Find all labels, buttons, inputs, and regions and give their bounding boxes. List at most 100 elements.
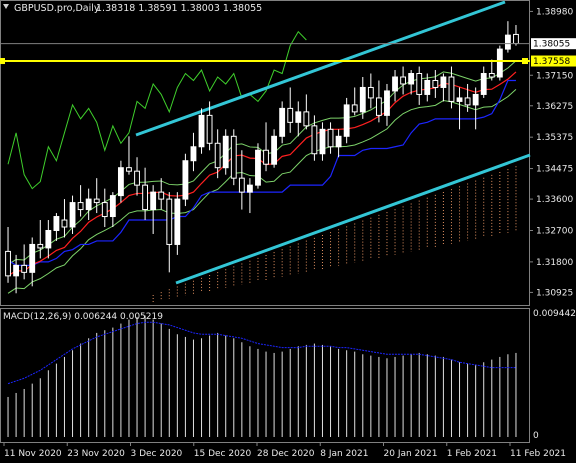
- macd-label: MACD(12,26,9) 0.006244 0.005219: [3, 312, 163, 322]
- bull-candle: [255, 149, 261, 186]
- bull-candle: [480, 73, 487, 95]
- bear-candle: [93, 198, 100, 204]
- time-tick-label: 15 Dec 2020: [194, 449, 252, 459]
- bear-candle: [263, 149, 269, 165]
- bull-candle: [85, 198, 92, 211]
- time-tick-label: 20 Jan 2021: [384, 449, 438, 459]
- time-tick-label: 3 Dec 2020: [131, 449, 183, 459]
- bull-candle: [190, 146, 197, 162]
- bear-candle: [327, 128, 334, 148]
- bear-candle: [488, 73, 495, 78]
- time-tick-label: 11 Nov 2020: [4, 449, 62, 459]
- time-tick-label: 28 Dec 2020: [257, 449, 315, 459]
- upper-envelope-line: [7, 60, 517, 266]
- time-tick-label: 1 Feb 2021: [447, 449, 497, 459]
- bear-candle: [287, 107, 294, 123]
- bear-candle: [448, 76, 455, 102]
- bull-candle: [384, 90, 390, 116]
- moving-average-line: [7, 71, 517, 277]
- bull-candle: [150, 191, 157, 211]
- price-tick-label: 1.36275: [536, 102, 573, 112]
- ohlc-values: 1.38318 1.38591 1.38003 1.38055: [96, 3, 262, 14]
- bear-candle: [303, 111, 310, 127]
- bear-candle: [400, 76, 407, 85]
- price-panel-frame: [0, 0, 530, 306]
- bear-candle: [21, 264, 28, 273]
- bull-candle: [343, 104, 350, 137]
- price-tick-label: 1.30925: [536, 288, 573, 298]
- price-tick-label: 1.38980: [536, 7, 573, 17]
- trend-channel[interactable]: [135, 0, 531, 285]
- indicator-lines: [7, 30, 517, 294]
- horizontal-level[interactable]: [0, 43, 530, 65]
- bear-candle: [158, 191, 165, 200]
- bear-candle: [311, 125, 318, 155]
- macd-signal-line: [7, 321, 516, 385]
- bear-candle: [101, 202, 108, 218]
- symbol-label: GBPUSD.pro,Daily: [14, 3, 100, 14]
- bear-candle: [375, 97, 382, 116]
- macd-labels: MACD(12,26,9) 0.006244 0.005219 0.009442…: [3, 309, 576, 441]
- price-tick-label: 1.35375: [536, 133, 573, 143]
- bull-candle: [29, 243, 36, 273]
- bull-candle: [295, 111, 302, 123]
- time-tick-label: 23 Nov 2020: [67, 449, 125, 459]
- bull-candle: [319, 128, 326, 155]
- bear-candle: [206, 114, 213, 144]
- bull-candle: [279, 107, 286, 137]
- channel-lower-line: [175, 153, 531, 285]
- current-price-label: 1.38055: [531, 38, 576, 50]
- bull-candle: [504, 34, 511, 50]
- level-price-label: 1.37558: [531, 55, 576, 67]
- bull-candle: [198, 114, 205, 148]
- bull-candle: [69, 202, 76, 228]
- bull-candle: [335, 135, 342, 148]
- bull-candle: [117, 167, 124, 197]
- current-price-text: 1.38055: [533, 40, 570, 50]
- chart-header: GBPUSD.pro,Daily 1.38318 1.38591 1.38003…: [3, 3, 262, 14]
- macd-axis-top: 0.009442: [533, 309, 576, 319]
- bear-candle: [142, 184, 149, 211]
- bear-candle: [61, 219, 68, 228]
- time-tick-label: 8 Jan 2021: [320, 449, 368, 459]
- bear-candle: [432, 79, 439, 88]
- bear-candle: [230, 135, 237, 179]
- macd-panel-frame: [0, 308, 530, 443]
- price-axis: 1.38980 1.37150 1.36275 1.35375 1.34475 1.336…: [529, 7, 573, 298]
- bear-candle: [214, 142, 221, 169]
- bear-candle: [367, 86, 374, 99]
- bull-candle: [182, 160, 189, 200]
- price-tick-label: 1.34475: [536, 165, 573, 175]
- bull-candle: [392, 76, 398, 92]
- bear-candle: [416, 73, 423, 95]
- time-tick-label: 11 Feb 2021: [510, 449, 566, 459]
- bull-candle: [222, 135, 229, 169]
- collapse-triangle-icon[interactable]: [3, 4, 9, 9]
- ichimoku-cloud: [152, 166, 517, 302]
- price-tick-label: 1.33600: [536, 195, 573, 205]
- chikou-span-line: [7, 30, 307, 190]
- level-price-text: 1.37558: [533, 57, 570, 67]
- bull-candle: [408, 73, 415, 85]
- macd-axis-bottom: 0: [533, 431, 539, 441]
- kijun-line: [7, 79, 516, 266]
- bull-candle: [424, 79, 431, 95]
- bull-candle: [13, 264, 20, 277]
- channel-upper-line: [135, 0, 506, 137]
- price-tick-label: 1.37150: [536, 71, 573, 81]
- bull-candle: [109, 195, 116, 218]
- bear-candle: [134, 170, 140, 186]
- bear-candle: [513, 33, 519, 45]
- candlesticks: [5, 21, 519, 294]
- price-tick-label: 1.31800: [536, 258, 573, 268]
- bear-candle: [166, 198, 173, 245]
- bull-candle: [456, 97, 463, 102]
- time-axis: 11 Nov 2020 23 Nov 2020 3 Dec 2020 15 Dec 2…: [3, 442, 566, 459]
- bull-candle: [496, 48, 503, 78]
- bull-candle: [271, 135, 278, 165]
- bear-candle: [351, 104, 358, 113]
- bear-candle: [77, 202, 84, 211]
- bull-candle: [45, 229, 52, 249]
